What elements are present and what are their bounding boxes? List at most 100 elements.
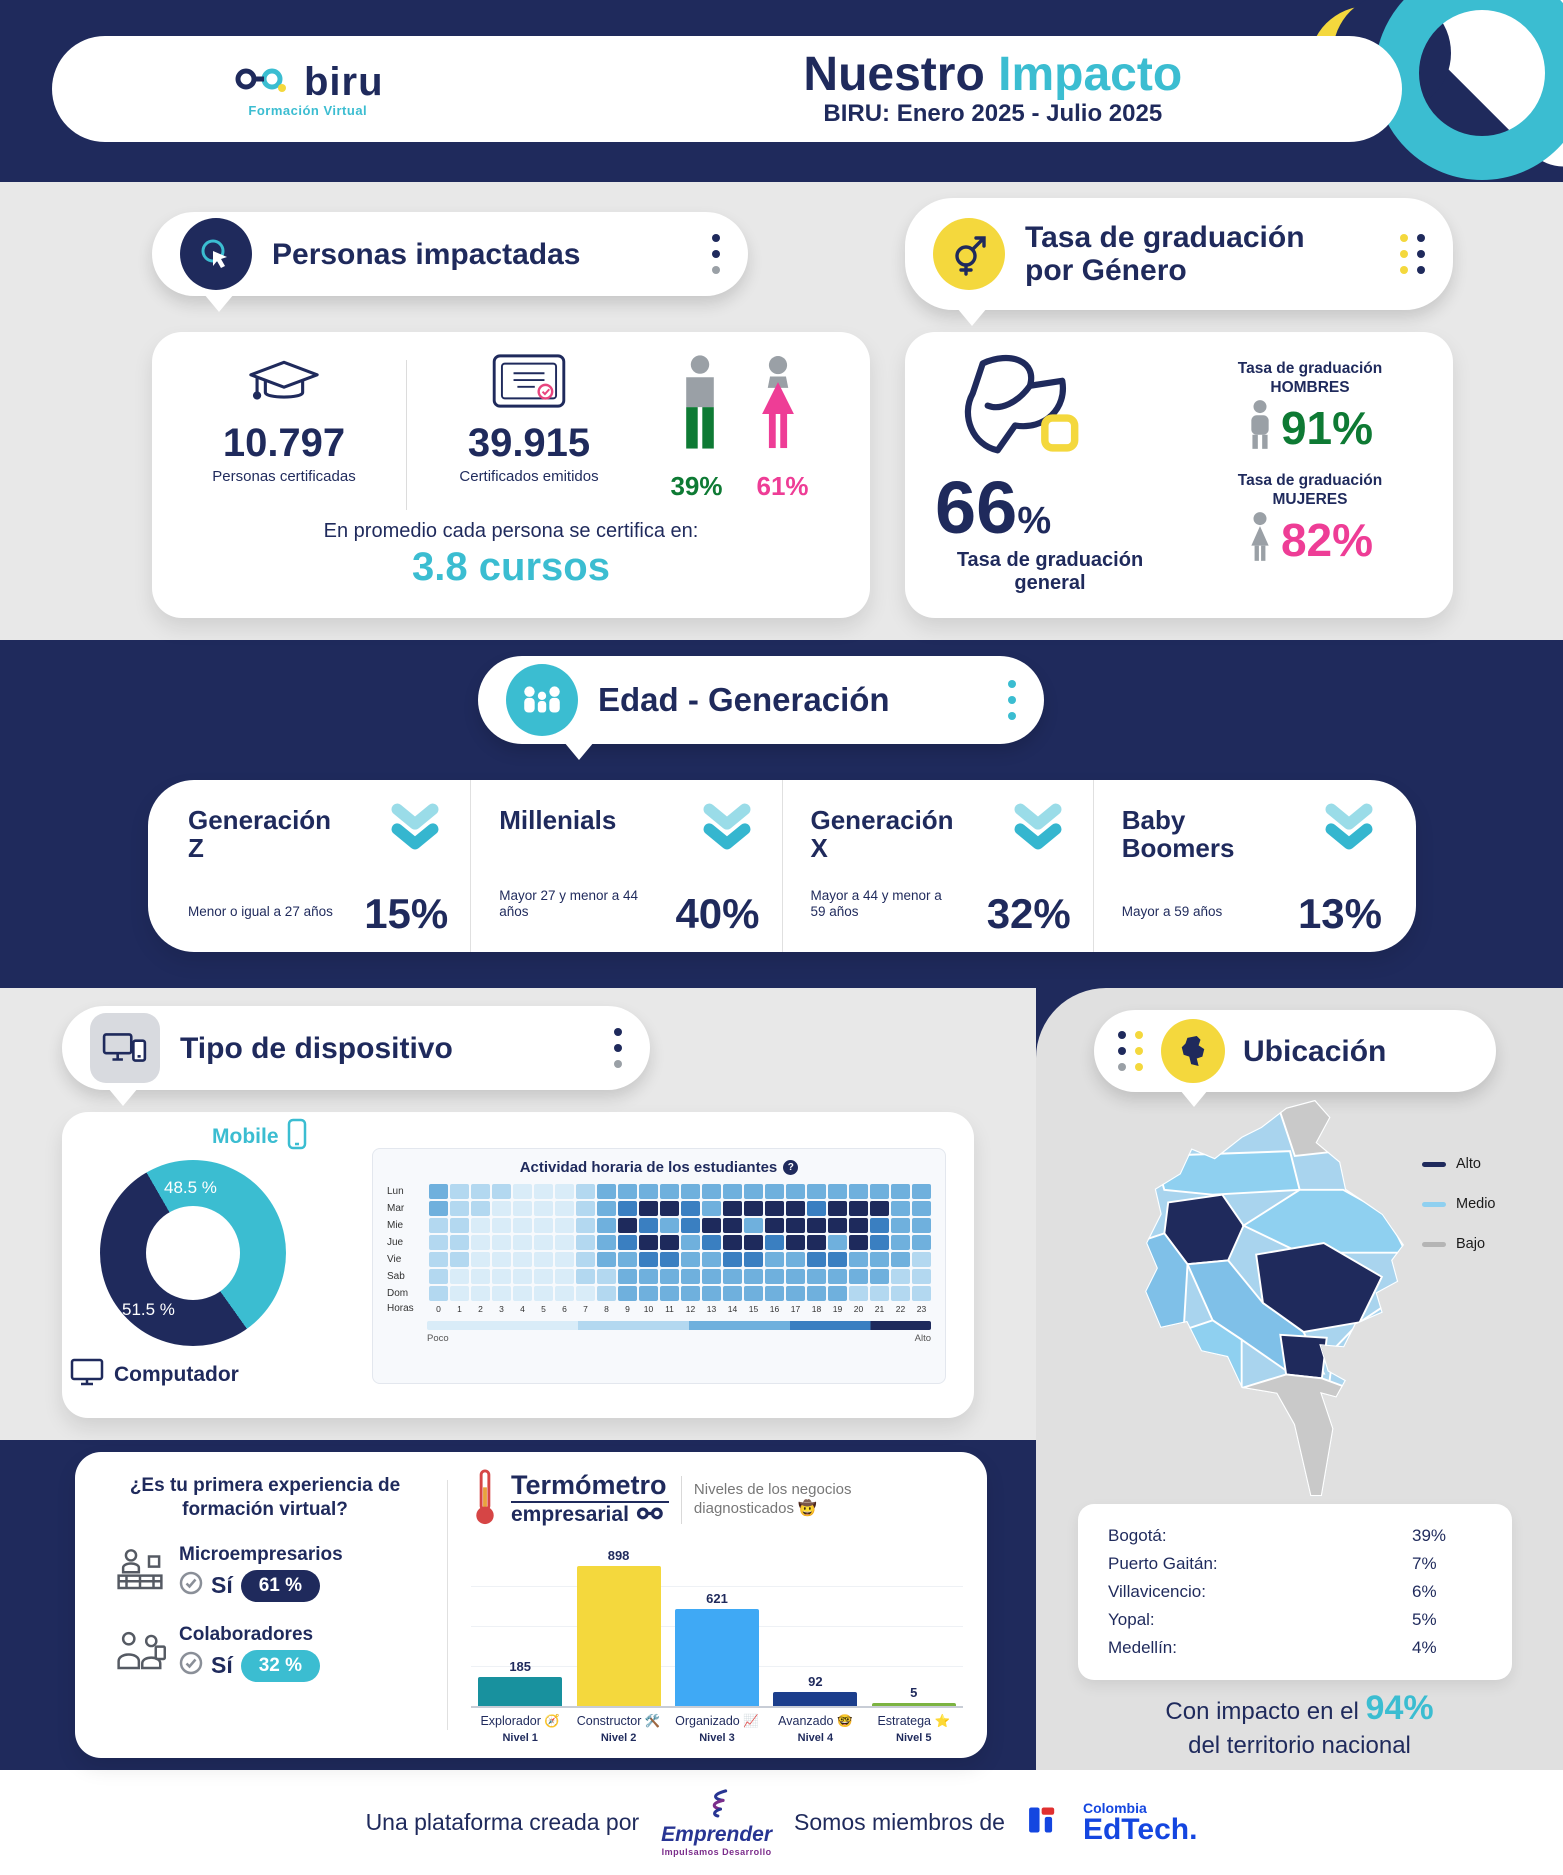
legend-label: Alto	[1456, 1156, 1481, 1172]
heatmap-cell	[912, 1286, 931, 1301]
microempresarios-label: Microempresarios	[179, 1543, 343, 1565]
devices-icon	[90, 1013, 160, 1083]
bubble-tail	[204, 294, 234, 312]
emprender-tagline: Impulsamos Desarrollo	[661, 1847, 772, 1857]
click-icon	[180, 218, 252, 290]
city-name: Medellín:	[1108, 1638, 1177, 1657]
heatmap-cell	[534, 1252, 553, 1267]
heatmap-cell	[828, 1201, 847, 1216]
average-courses: En promedio cada persona se certifica en…	[178, 520, 844, 590]
legend-item-bajo: Bajo	[1422, 1236, 1496, 1252]
city-name: Yopal:	[1108, 1610, 1155, 1629]
heatmap-cell	[534, 1286, 553, 1301]
heatmap-cell	[576, 1286, 595, 1301]
heatmap-hour-tick: 11	[665, 1303, 674, 1314]
heatmap-cell	[744, 1201, 763, 1216]
generation-range: Menor o igual a 27 años	[188, 903, 333, 919]
heatmap-cell	[912, 1201, 931, 1216]
edtech-logo: Colombia EdTech.	[1027, 1801, 1197, 1845]
heatmap-cell	[471, 1269, 490, 1284]
heatmap-day-label: Jue	[387, 1237, 404, 1248]
legend-label: Bajo	[1456, 1236, 1486, 1252]
colaboradores-label: Colaboradores	[179, 1623, 314, 1645]
computer-tag: Computador	[70, 1358, 239, 1392]
mobile-tag: Mobile	[212, 1118, 307, 1156]
heatmap-cell	[513, 1184, 532, 1199]
experience-pill: 61 %	[240, 1569, 321, 1602]
heatmap-cell	[702, 1269, 721, 1284]
heatmap-cell	[912, 1252, 931, 1267]
heatmap-cell	[660, 1252, 679, 1267]
colaboradores-row: Colaboradores Sí 32 %	[113, 1624, 433, 1682]
heatmap-hour-tick: 17	[790, 1303, 801, 1314]
emprender-logo: Emprender Impulsamos Desarrollo	[661, 1788, 772, 1857]
generation-card: Generación Z Menor o igual a 27 años 15%…	[148, 780, 1416, 952]
heatmap-cell	[870, 1184, 889, 1199]
map-legend: Alto Medio Bajo	[1422, 1156, 1496, 1252]
heatmap-cell	[723, 1235, 742, 1250]
bar-level: Nivel 1	[502, 1732, 538, 1744]
heatmap-cell	[618, 1269, 637, 1284]
device-donut	[100, 1160, 286, 1346]
heatmap-cell	[828, 1269, 847, 1284]
edtech-mark-icon	[1027, 1804, 1073, 1841]
heatmap-legend-bar	[427, 1321, 931, 1330]
heatmap-cell	[450, 1184, 469, 1199]
heatmap-cell	[765, 1286, 784, 1301]
heatmap-cell	[492, 1235, 511, 1250]
nivel-bar	[674, 1609, 759, 1706]
colombia-map-icon	[1161, 1019, 1225, 1083]
heatmap-cell	[786, 1252, 805, 1267]
help-icon[interactable]: ?	[783, 1160, 799, 1175]
created-by-text: Una plataforma creada por	[365, 1809, 640, 1835]
city-value: 4%	[1412, 1638, 1437, 1657]
legend-item-medio: Medio	[1422, 1196, 1496, 1212]
heatmap-cell	[723, 1201, 742, 1216]
divider	[406, 360, 407, 510]
heatmap-cell	[555, 1252, 574, 1267]
heatmap-cell	[828, 1252, 847, 1267]
heatmap-cell	[555, 1235, 574, 1250]
heatmap-cell	[534, 1184, 553, 1199]
chevron-down-icon	[700, 802, 754, 855]
generation-range: Mayor a 59 años	[1121, 903, 1223, 919]
city-name: Puerto Gaitán:	[1108, 1554, 1218, 1573]
heatmap-cell	[534, 1269, 553, 1284]
generation-value: 32%	[986, 890, 1071, 937]
heatmap-cell	[786, 1218, 805, 1233]
heatmap-cell	[891, 1286, 910, 1301]
bubble-tail	[1180, 1090, 1208, 1107]
heatmap-cell	[639, 1218, 658, 1233]
heatmap-hour-tick: 21	[874, 1303, 885, 1314]
colombia-map	[1096, 1098, 1426, 1509]
generation-z-column: Generación Z Menor o igual a 27 años 15%	[160, 780, 470, 952]
computer-label: Computador	[114, 1363, 239, 1386]
general-graduation: 66% Tasa de graduación general	[935, 346, 1185, 618]
bubble-tail	[564, 742, 594, 760]
edtech-name: EdTech.	[1082, 1812, 1198, 1846]
city-value: 7%	[1412, 1554, 1437, 1573]
heatmap-cell	[639, 1201, 658, 1216]
heatmap-cell	[555, 1184, 574, 1199]
heatmap-day-label: Mar	[387, 1203, 405, 1214]
man-icon	[1247, 399, 1273, 456]
heatmap-cell	[513, 1252, 532, 1267]
heatmap-cell	[807, 1269, 826, 1284]
experience-question: ¿Es tu primera experiencia de formación …	[129, 1475, 401, 1520]
average-value: 3.8 cursos	[412, 545, 610, 589]
heatmap-cell	[891, 1235, 910, 1250]
heatmap-hour-tick: 12	[685, 1303, 696, 1314]
bar-value: 5	[910, 1685, 918, 1700]
family-icon	[506, 664, 578, 736]
certificates-stat: 39.915 Certificados emitidos	[423, 352, 635, 485]
heatmap-cell	[807, 1286, 826, 1301]
brand-name: biru	[304, 60, 384, 104]
merchant-icon	[113, 1547, 167, 1598]
bar-category: Organizado 📈	[675, 1714, 759, 1728]
heatmap-cell	[576, 1252, 595, 1267]
heatmap-cell	[891, 1201, 910, 1216]
gender-split: 39% 61%	[635, 352, 844, 502]
heatmap-cell	[849, 1286, 868, 1301]
heatmap-cell	[450, 1286, 469, 1301]
